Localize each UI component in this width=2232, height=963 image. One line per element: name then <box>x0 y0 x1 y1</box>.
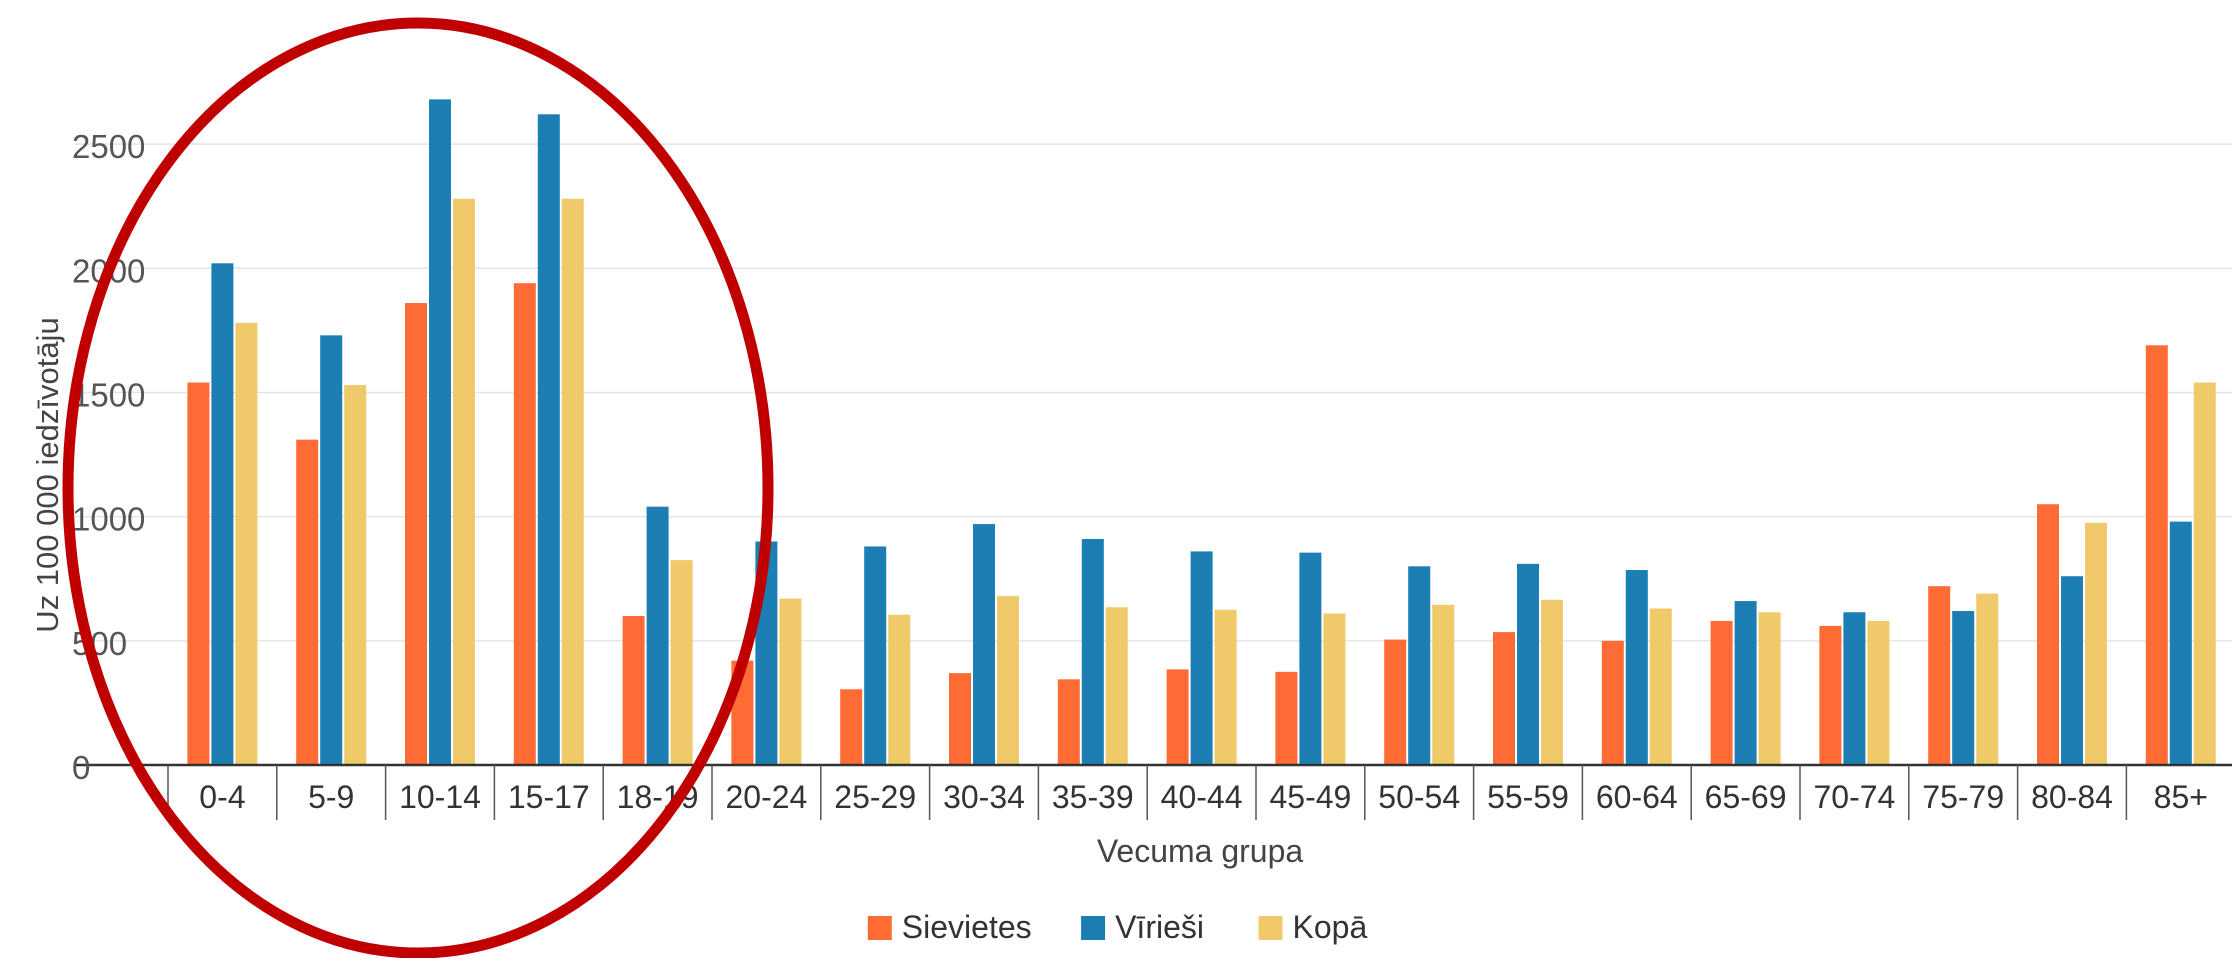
x-tick-label: 25-29 <box>834 779 916 815</box>
x-tick-label: 60-64 <box>1596 779 1678 815</box>
bar-kop- <box>561 198 584 766</box>
bar-v-rie-i <box>1190 551 1213 765</box>
x-tick-label: 55-59 <box>1487 779 1569 815</box>
x-tick-label: 85+ <box>2154 779 2208 815</box>
bar-v-rie-i <box>1952 611 1975 765</box>
legend-swatch <box>1081 916 1106 940</box>
legend-label: Kopā <box>1293 909 1368 945</box>
bar-kop- <box>1867 620 1890 765</box>
legend-item: Vīrieši <box>1081 909 1204 945</box>
bar-sievietes <box>1384 639 1407 765</box>
bar-sievietes <box>296 439 319 765</box>
x-tick-label: 20-24 <box>725 779 807 815</box>
x-tick-label: 35-39 <box>1052 779 1134 815</box>
bar-v-rie-i <box>1734 601 1757 765</box>
bar-v-rie-i <box>864 546 887 765</box>
bar-v-rie-i <box>429 99 451 766</box>
bar-sievietes <box>622 615 645 765</box>
bar-v-rie-i <box>1517 563 1539 765</box>
bar-v-rie-i <box>973 524 995 765</box>
bar-v-rie-i <box>537 114 560 765</box>
x-tick-label: 50-54 <box>1378 779 1460 815</box>
bar-v-rie-i <box>1408 566 1431 765</box>
y-tick-label: 1000 <box>72 501 145 538</box>
bar-sievietes <box>840 689 863 765</box>
x-tick-label: 0-4 <box>199 779 245 815</box>
bar-sievietes <box>1275 671 1298 765</box>
bar-kop- <box>1541 599 1563 765</box>
bar-kop- <box>1649 608 1672 765</box>
legend-swatch <box>1258 916 1283 940</box>
bar-v-rie-i <box>2169 521 2192 765</box>
x-tick-label: 5-9 <box>308 779 354 815</box>
bar-kop- <box>453 198 475 766</box>
x-tick-label: 75-79 <box>1922 779 2004 815</box>
y-axis-label: Uz 100 000 iedzīvotāju <box>30 317 65 632</box>
bar-sievietes <box>2037 504 2059 765</box>
x-tick-label: 45-49 <box>1269 779 1351 815</box>
legend-label: Vīrieši <box>1115 909 1204 945</box>
bar-sievietes <box>2145 345 2168 765</box>
bars <box>187 99 2216 766</box>
x-tick-label: 15-17 <box>508 779 590 815</box>
bar-kop- <box>1976 593 1999 765</box>
x-tick-label: 40-44 <box>1161 779 1243 815</box>
bar-sievietes <box>1493 632 1515 765</box>
x-tick-label: 65-69 <box>1705 779 1787 815</box>
gridlines <box>75 143 2232 642</box>
legend-item: Kopā <box>1258 909 1368 945</box>
legend-swatch <box>867 916 892 940</box>
bar-kop- <box>779 598 802 765</box>
y-tick-label: 2500 <box>72 128 145 165</box>
x-tick-label: 80-84 <box>2031 779 2113 815</box>
bar-kop- <box>2193 382 2216 765</box>
y-tick-label: 0 <box>72 749 90 786</box>
bar-sievietes <box>405 303 427 765</box>
bar-kop- <box>1432 604 1455 765</box>
bar-kop- <box>235 322 258 765</box>
bar-kop- <box>1214 609 1237 765</box>
bar-v-rie-i <box>320 335 343 765</box>
highlight-ellipse <box>62 17 774 959</box>
bar-kop- <box>997 596 1019 765</box>
bar-kop- <box>670 560 693 765</box>
bar-sievietes <box>1928 586 1951 765</box>
bar-kop- <box>1105 607 1128 765</box>
bar-sievietes <box>1601 640 1624 765</box>
y-tick-label: 1500 <box>72 376 145 413</box>
highlight-annotation <box>62 17 774 959</box>
x-tick-label: 30-34 <box>943 779 1025 815</box>
bar-sievietes <box>1166 669 1189 765</box>
bar-v-rie-i <box>211 263 234 765</box>
legend-label: Sievietes <box>902 909 1032 945</box>
bar-sievietes <box>513 283 536 765</box>
bar-v-rie-i <box>1299 552 1322 765</box>
x-tick-label: 10-14 <box>399 779 481 815</box>
bar-v-rie-i <box>1081 538 1104 765</box>
bar-kop- <box>1323 613 1346 765</box>
bar-v-rie-i <box>1843 612 1866 765</box>
bar-v-rie-i <box>2061 576 2083 765</box>
bar-kop- <box>2085 522 2107 765</box>
bar-sievietes <box>1057 679 1080 765</box>
bar-sievietes <box>187 382 210 765</box>
bar-sievietes <box>949 673 971 765</box>
legend: Sievietes Vīrieši Kopā <box>867 909 1368 945</box>
bar-v-rie-i <box>1625 570 1648 765</box>
bar-kop- <box>1758 612 1781 765</box>
bar-kop- <box>344 385 367 765</box>
bar-kop- <box>888 614 911 765</box>
x-tick-label: 70-74 <box>1813 779 1895 815</box>
bar-sievietes <box>1710 620 1733 765</box>
legend-item: Sievietes <box>867 909 1032 945</box>
bar-v-rie-i <box>646 506 669 765</box>
x-axis-label: Vecuma grupa <box>1097 833 1304 869</box>
bar-sievietes <box>1819 625 1842 765</box>
x-axis: 0-4 5-9 10-14 15-17 18-19 20-24 25-29 30-34 35-3… <box>75 763 2232 820</box>
